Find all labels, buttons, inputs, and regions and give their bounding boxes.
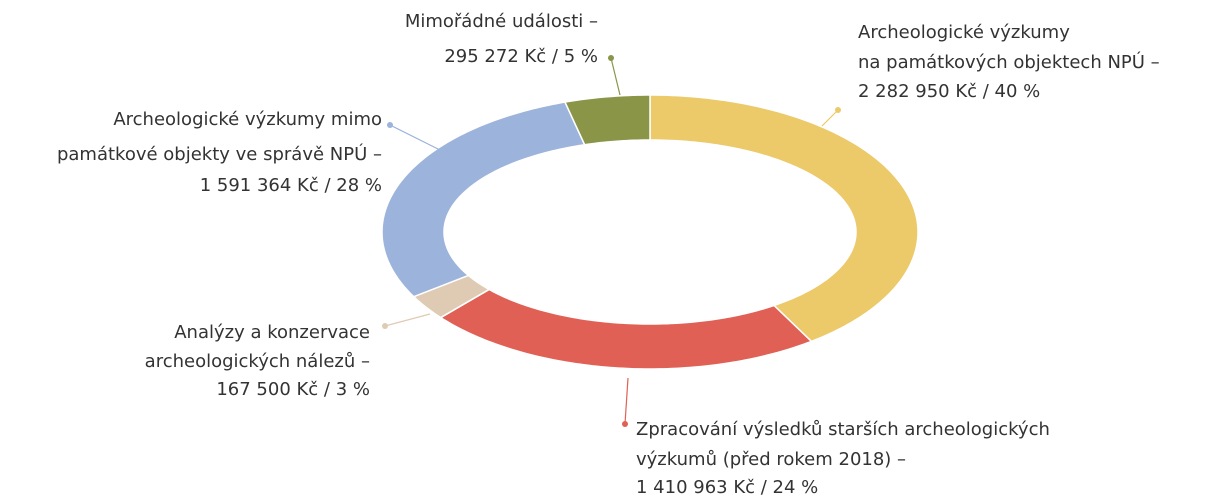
leader-dot [387, 122, 393, 128]
segment-value-label: 295 272 Kč / 5 % [444, 46, 598, 67]
segment-label: Analýzy a konzervace [174, 322, 370, 343]
segment-label: archeologických nálezů – [145, 351, 370, 372]
segment-label: Archeologické výzkumy mimo [113, 109, 382, 130]
leader-line [821, 109, 839, 127]
leader-line [624, 377, 629, 425]
segment-label: Zpracování výsledků starších archeologic… [636, 419, 1050, 440]
leader-line [610, 57, 621, 96]
segment-label: Archeologické výzkumy [858, 22, 1070, 43]
segment-value-label: 1 591 364 Kč / 28 % [200, 175, 382, 196]
donut-segment [381, 101, 586, 298]
leader-dot [835, 107, 841, 113]
segment-value-label: 167 500 Kč / 3 % [216, 379, 370, 400]
segment-label: památkové objekty ve správě NPÚ – [57, 143, 382, 165]
donut-segment [439, 288, 813, 370]
leader-line [389, 124, 441, 151]
segment-label: na památkových objektech NPÚ – [858, 51, 1160, 73]
donut-segment [563, 94, 651, 146]
segment-value-label: 1 410 963 Kč / 24 % [636, 477, 818, 495]
leader-dot [608, 55, 614, 61]
segment-label: výzkumů (před rokem 2018) – [636, 449, 906, 470]
donut-segment [649, 94, 919, 343]
leader-dot [382, 323, 388, 329]
leader-line [384, 313, 431, 327]
segment-label: Mimořádné události – [405, 11, 598, 32]
leader-dot [622, 421, 628, 427]
segment-value-label: 2 282 950 Kč / 40 % [858, 81, 1040, 102]
